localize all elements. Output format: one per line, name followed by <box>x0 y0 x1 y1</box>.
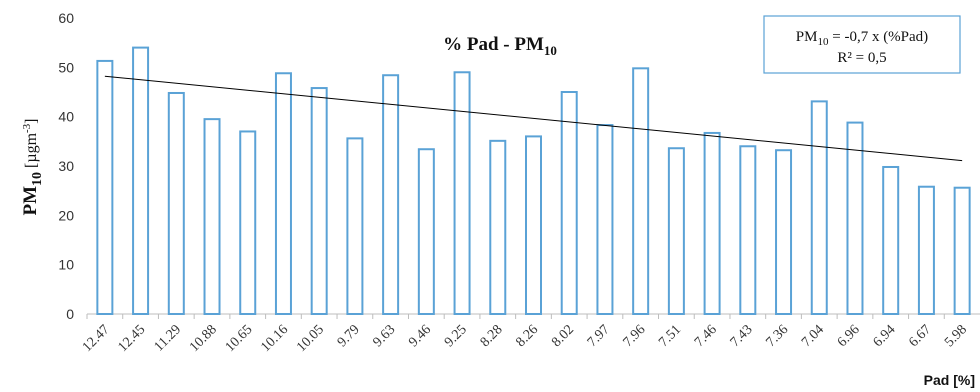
bars <box>96 46 971 316</box>
y-tick-label: 40 <box>58 109 74 125</box>
bar <box>560 91 578 315</box>
chart-title: % Pad - PM10 <box>443 34 557 58</box>
x-tick-label: 11.29 <box>152 322 185 355</box>
x-tick-label: 8.02 <box>549 322 577 350</box>
x-tick-label: 9.79 <box>335 322 363 350</box>
x-tick-label: 5.98 <box>942 322 970 350</box>
trendline <box>104 75 963 162</box>
y-tick-label: 20 <box>58 207 74 223</box>
x-tick-label: 6.96 <box>835 322 863 350</box>
x-tick-label: 6.94 <box>871 322 899 350</box>
x-tick-label: 7.46 <box>692 322 720 350</box>
bar <box>632 67 650 315</box>
x-tick-label: 10.05 <box>294 322 327 355</box>
x-tick-label: 12.45 <box>116 322 149 355</box>
bar <box>382 74 400 315</box>
x-tick-label: 9.25 <box>442 322 470 350</box>
x-axis-ticks: 12.47 12.45 11.29 10.88 10.65 10.16 10.05 9.79 9… <box>80 314 970 355</box>
bar <box>882 165 900 315</box>
x-tick-label: 7.51 <box>656 322 684 350</box>
bar <box>310 87 328 316</box>
bar <box>274 72 292 316</box>
x-tick-label: 7.43 <box>728 322 756 350</box>
x-tick-label: 7.97 <box>585 322 613 350</box>
bar <box>239 130 257 315</box>
x-axis-label: Pad [%] <box>924 372 975 388</box>
x-tick-label: 7.36 <box>763 322 791 350</box>
y-tick-label: 50 <box>58 59 74 75</box>
y-tick-label: 60 <box>58 10 74 26</box>
x-tick-label: 9.46 <box>406 322 434 350</box>
bar <box>810 100 828 315</box>
x-tick-label: 12.47 <box>80 322 113 355</box>
bar <box>596 124 614 316</box>
bar <box>703 131 721 315</box>
x-tick-label: 7.04 <box>799 322 827 350</box>
y-tick-label: 10 <box>58 257 74 273</box>
y-tick-label: 0 <box>66 306 74 322</box>
x-tick-label: 9.63 <box>371 322 399 350</box>
x-tick-label: 8.26 <box>513 322 541 350</box>
bar <box>132 46 150 315</box>
equation-box <box>763 15 961 74</box>
bar <box>417 148 435 315</box>
bar <box>667 147 685 315</box>
bar <box>525 135 542 315</box>
bar <box>453 71 471 316</box>
x-tick-label: 8.28 <box>478 322 506 350</box>
r-squared-line: R² = 0,5 <box>837 50 886 66</box>
bar <box>203 118 221 315</box>
x-tick-label: 10.88 <box>187 322 220 355</box>
bar <box>346 137 364 315</box>
x-tick-label: 6.67 <box>906 322 934 350</box>
bar <box>846 121 864 315</box>
bar <box>739 145 757 315</box>
bar <box>489 139 507 315</box>
equation-line: PM10 = -0,7 x (%Pad) <box>796 29 928 48</box>
x-tick-label: 10.16 <box>258 322 291 355</box>
bar <box>775 149 793 315</box>
y-axis-label: PM10 [µgm-3] <box>20 118 45 215</box>
bar <box>167 91 185 315</box>
bar <box>953 186 971 315</box>
bar <box>96 59 114 315</box>
x-tick-label: 7.96 <box>621 322 649 350</box>
equation-legend: PM10 = -0,7 x (%Pad) R² = 0,5 <box>763 15 961 74</box>
x-tick-label: 10.65 <box>223 322 256 355</box>
y-tick-label: 30 <box>58 158 74 174</box>
bar <box>917 185 935 315</box>
